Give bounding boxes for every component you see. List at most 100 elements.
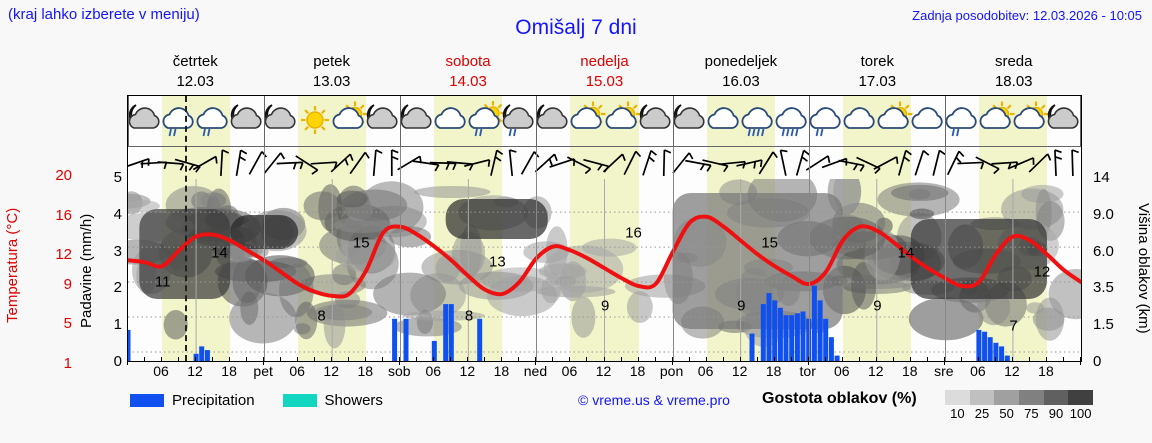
day-name: torek bbox=[860, 53, 894, 70]
time-tick-mark bbox=[127, 357, 128, 365]
time-tick-label: tor bbox=[799, 363, 816, 379]
cloud-height-tick: 3.5 bbox=[1093, 279, 1114, 297]
time-tick-mark bbox=[654, 357, 656, 362]
day-date: 14.03 bbox=[449, 73, 487, 90]
day-date: 16.03 bbox=[722, 73, 760, 90]
day-date: 15.03 bbox=[585, 73, 624, 90]
temperature-curve bbox=[128, 214, 1081, 299]
weather-icon-night-cloudy bbox=[635, 100, 677, 140]
day-name: petek bbox=[313, 53, 350, 70]
legend-item-showers: Showers bbox=[282, 392, 383, 409]
weather-icon-night-cloudy bbox=[362, 100, 404, 140]
day-date: 13.03 bbox=[312, 73, 351, 90]
day-separator bbox=[536, 146, 538, 361]
time-tick-mark bbox=[1011, 357, 1013, 362]
icon-cell-separator bbox=[1080, 96, 1081, 146]
weather-icon-cloud-rain bbox=[805, 100, 847, 140]
day-date: 17.03 bbox=[858, 73, 897, 90]
graph-svg bbox=[128, 167, 1081, 361]
time-tick-label: 18 bbox=[629, 363, 646, 379]
cloud-scale-label: 100 bbox=[1069, 406, 1092, 421]
time-tick-mark bbox=[518, 357, 520, 362]
showers-swatch bbox=[282, 393, 317, 407]
weather-icon-sunny bbox=[294, 100, 336, 140]
row-divider bbox=[128, 179, 1081, 180]
cloud-height-axis-title: Višina oblakov (km) bbox=[1135, 202, 1152, 334]
meteogram-plot: 11148158139169159147128 bbox=[127, 95, 1082, 362]
cloud-scale-label: 50 bbox=[999, 406, 1014, 421]
time-tick-label: 18 bbox=[221, 363, 237, 379]
day-header-pon: ponedeljek 16.03 bbox=[673, 52, 809, 94]
time-tick-mark bbox=[399, 357, 401, 365]
menu-hint-text: (kraj lahko izberete v meniju) bbox=[8, 6, 200, 23]
cloud-scale-step bbox=[969, 390, 995, 405]
precipitation-axis-title: Padavine (mm/h) bbox=[78, 213, 95, 328]
time-tick-label: pon bbox=[659, 363, 684, 379]
time-tick-mark bbox=[671, 357, 673, 365]
temperature-label: 13 bbox=[489, 253, 506, 271]
time-tick-mark bbox=[1062, 357, 1064, 362]
day-header-tor: torek 17.03 bbox=[809, 52, 945, 94]
time-tick-mark bbox=[331, 357, 333, 362]
time-tick-mark bbox=[1045, 357, 1047, 362]
cloud-density-scale bbox=[945, 390, 1094, 405]
time-tick-label: 06 bbox=[561, 363, 578, 379]
time-tick-mark bbox=[1028, 357, 1030, 362]
day-date: 12.03 bbox=[176, 73, 214, 90]
day-separator bbox=[400, 146, 402, 361]
series-legend: Precipitation Showers bbox=[130, 390, 401, 410]
precipitation-tick: 3 bbox=[113, 242, 122, 260]
time-tick-label: 18 bbox=[1038, 363, 1054, 379]
time-tick-mark bbox=[790, 357, 792, 362]
time-tick-label: sob bbox=[387, 363, 411, 379]
temperature-label: 15 bbox=[761, 234, 778, 252]
time-tick-mark bbox=[348, 357, 350, 362]
wind-barb-row bbox=[128, 146, 1081, 179]
last-update-text: Zadnja posodobitev: 12.03.2026 - 10:05 bbox=[912, 8, 1142, 23]
time-tick-mark bbox=[943, 357, 945, 365]
cloud-scale-step bbox=[994, 390, 1020, 405]
cloud-scale-label: 10 bbox=[950, 406, 965, 421]
time-tick-label: 12 bbox=[459, 363, 476, 379]
temperature-label: 8 bbox=[464, 307, 474, 325]
weather-icon-night-cloudy bbox=[532, 100, 574, 140]
day-header-ned: nedelja 15.03 bbox=[536, 52, 672, 94]
weather-icon-night-rain bbox=[498, 100, 540, 140]
precipitation-tick: 0 bbox=[113, 353, 122, 370]
icon-cell-separator bbox=[944, 96, 946, 146]
cloud-density-scale-labels: 10 25 50 75 90 100 bbox=[939, 406, 1099, 424]
time-tick-mark bbox=[620, 357, 622, 362]
temperature-label: 15 bbox=[352, 234, 370, 252]
time-tick-mark bbox=[637, 357, 639, 362]
temperature-tick: 5 bbox=[63, 315, 72, 333]
time-tick-mark bbox=[807, 357, 809, 365]
weather-icon-night-cloudy bbox=[396, 100, 438, 140]
time-tick-mark bbox=[246, 357, 248, 362]
time-tick-mark bbox=[1080, 357, 1081, 365]
time-tick-mark bbox=[365, 357, 367, 362]
time-tick-mark bbox=[875, 357, 877, 362]
credit-link[interactable]: © vreme.us & vreme.pro bbox=[578, 392, 730, 408]
weather-icon-night-cloudy bbox=[128, 100, 166, 140]
temperature-label: 9 bbox=[873, 297, 882, 315]
time-tick-mark bbox=[569, 357, 571, 362]
day-separator bbox=[808, 146, 810, 361]
cloud-height-tick: 9.0 bbox=[1093, 205, 1114, 223]
time-tick-mark bbox=[705, 357, 707, 362]
cloud-scale-step bbox=[1019, 390, 1044, 405]
time-tick-mark bbox=[739, 357, 741, 362]
time-tick-mark bbox=[994, 357, 996, 362]
graph-area: 11148158139169159147128 bbox=[128, 167, 1081, 361]
cloud-height-tick: 1.5 bbox=[1093, 316, 1114, 334]
time-tick-label: 06 bbox=[153, 363, 169, 379]
precipitation-tick: 1 bbox=[113, 316, 122, 334]
time-tick-label: 12 bbox=[731, 363, 748, 379]
time-tick-mark bbox=[960, 357, 962, 362]
cloud-height-tick: 14 bbox=[1093, 169, 1110, 186]
weather-icon-night-cloudy bbox=[260, 100, 302, 140]
weather-icon-sun-cloud bbox=[601, 100, 643, 140]
time-tick-mark bbox=[603, 357, 605, 362]
weather-icon-sun-cloud-rain bbox=[464, 100, 506, 140]
time-tick-label: 06 bbox=[289, 363, 305, 379]
time-tick-mark bbox=[263, 357, 265, 365]
